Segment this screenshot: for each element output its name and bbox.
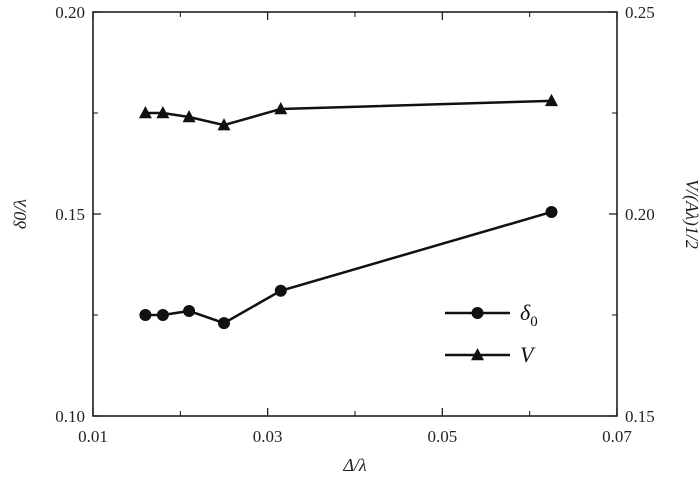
data-point-triangle — [217, 118, 231, 131]
y-left-tick-label: 0.10 — [55, 407, 85, 426]
x-tick-label: 0.03 — [253, 427, 283, 446]
legend-marker-triangle — [471, 347, 484, 361]
y-right-tick-label: 0.15 — [625, 407, 655, 426]
data-point-circle — [139, 309, 152, 321]
data-point-triangle — [274, 101, 288, 115]
data-point-circle — [545, 205, 558, 218]
axis-labels: Δ/λ δ0/λ V/(Aλ)1/2 — [10, 179, 700, 475]
legend-label: V — [520, 342, 536, 367]
x-tick-label: 0.07 — [602, 427, 632, 446]
data-point-circle — [218, 317, 230, 330]
plot-area — [92, 11, 618, 417]
ticks: 0.01 0.03 0.05 0.07 0.10 0.15 0.20 0.15 0.20 0.25 — [55, 3, 655, 446]
y-left-tick-label: 0.20 — [55, 3, 85, 22]
y-right-tick-label: 0.20 — [625, 205, 655, 224]
series-layer — [138, 93, 558, 330]
series-line-triangle — [145, 99, 552, 127]
data-point-triangle — [138, 105, 152, 119]
data-point-circle — [183, 304, 196, 317]
x-tick-label: 0.01 — [78, 427, 108, 446]
x-axis-label: Δ/λ — [342, 455, 367, 475]
legend-marker-circle — [471, 307, 484, 319]
data-point-circle — [274, 284, 287, 297]
y-left-axis-label: δ0/λ — [10, 199, 30, 229]
data-point-triangle — [545, 93, 558, 107]
data-point-circle — [156, 309, 169, 321]
y-right-tick-label: 0.25 — [625, 3, 655, 22]
y-right-axis-label: V/(Aλ)1/2 — [681, 179, 700, 249]
legend: δ0 V — [445, 300, 538, 367]
series-line-circle — [145, 210, 552, 325]
data-point-triangle — [156, 105, 170, 119]
legend-label: δ0 — [520, 300, 538, 330]
data-point-triangle — [182, 110, 196, 123]
x-tick-label: 0.05 — [427, 427, 457, 446]
plot-frame — [92, 11, 618, 417]
y-left-tick-label: 0.15 — [55, 205, 85, 224]
